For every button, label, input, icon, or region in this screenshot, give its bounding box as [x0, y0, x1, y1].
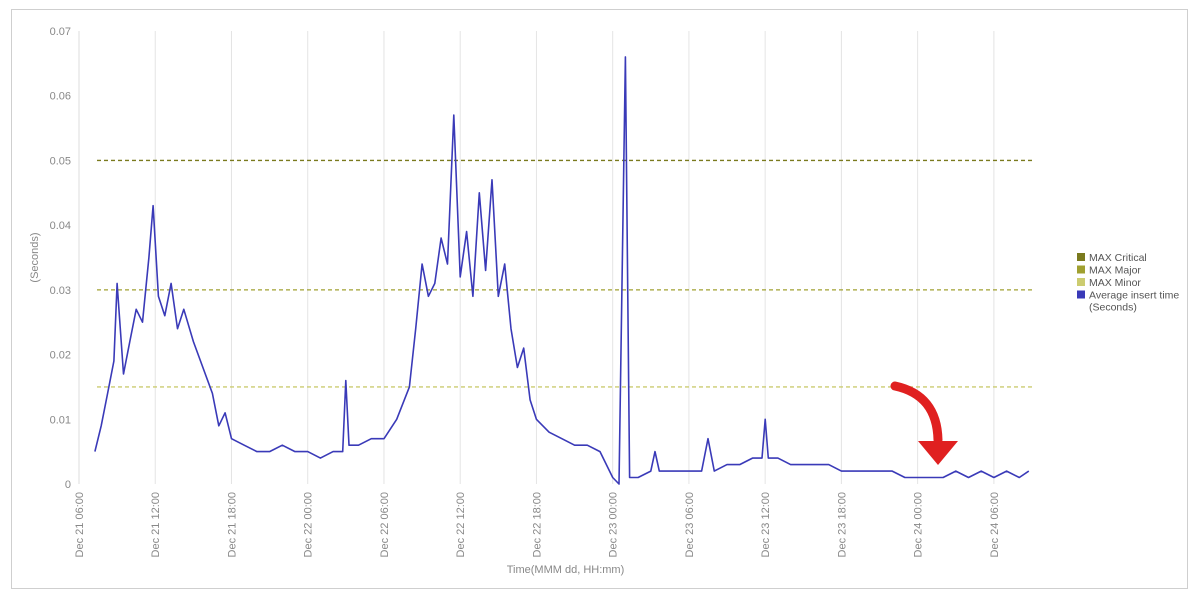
legend-swatch: [1077, 253, 1085, 261]
x-tick-label: Dec 22 06:00: [379, 492, 391, 557]
x-tick-label: Dec 22 00:00: [303, 492, 315, 557]
x-tick-label: Dec 23 00:00: [608, 492, 620, 557]
annotation-arrow-head: [918, 441, 958, 465]
x-tick-label: Dec 23 12:00: [760, 492, 772, 557]
y-tick-label: 0.03: [50, 285, 71, 297]
x-tick-label: Dec 23 18:00: [836, 492, 848, 557]
x-tick-label: Dec 21 12:00: [150, 492, 162, 557]
y-tick-label: 0.01: [50, 414, 71, 426]
annotation-arrow-shaft: [890, 381, 943, 445]
x-tick-label: Dec 24 00:00: [913, 492, 925, 557]
y-tick-label: 0.06: [50, 91, 71, 103]
chart-frame: Dec 21 06:00 Dec 21 12:00 Dec 21 18:00 Dec …: [11, 9, 1188, 589]
line-chart: Dec 21 06:00 Dec 21 12:00 Dec 21 18:00 Dec …: [29, 26, 1179, 576]
x-tick-label: Dec 21 06:00: [74, 492, 86, 557]
x-tick-label: Dec 21 18:00: [226, 492, 238, 557]
y-tick-label: 0.07: [50, 26, 71, 38]
legend-swatch: [1077, 265, 1085, 274]
y-tick-label: 0.04: [50, 220, 71, 232]
x-tick-label: Dec 24 06:00: [989, 492, 1001, 557]
x-axis-title: Time(MMM dd, HH:mm): [507, 564, 625, 576]
y-axis-title: (Seconds): [29, 232, 41, 282]
y-tick-label: 0.02: [50, 350, 71, 362]
legend-swatch: [1077, 278, 1085, 286]
legend-label: (Seconds): [1089, 302, 1137, 314]
y-tick-label: 0: [65, 479, 71, 491]
legend-label: MAX Critical: [1089, 252, 1147, 264]
legend-label: MAX Minor: [1089, 277, 1141, 289]
series-line: [94, 56, 1030, 485]
y-tick-label: 0.05: [50, 155, 71, 167]
x-tick-label: Dec 22 18:00: [531, 492, 543, 557]
x-tick-label: Dec 22 12:00: [455, 492, 467, 557]
legend-label: MAX Major: [1089, 265, 1141, 277]
legend-swatch: [1077, 290, 1085, 299]
x-tick-label: Dec 23 06:00: [684, 492, 696, 557]
legend-label: Average insert time: [1089, 290, 1179, 302]
